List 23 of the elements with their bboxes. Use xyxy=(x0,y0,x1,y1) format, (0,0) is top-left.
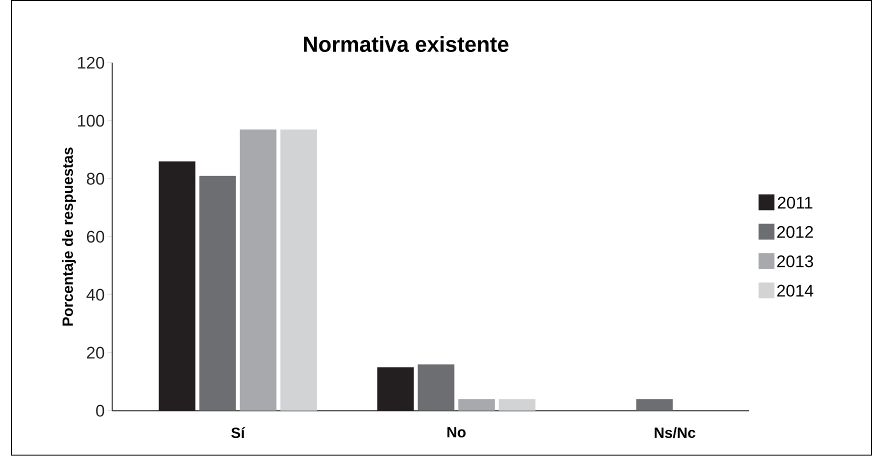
legend-label: 2013 xyxy=(777,256,814,268)
y-tick-label: 20 xyxy=(86,346,104,359)
y-tick-label: 120 xyxy=(78,56,104,69)
y-tick-label: 40 xyxy=(86,288,104,301)
y-tick-label: 80 xyxy=(86,172,104,185)
bar xyxy=(280,130,317,411)
chart-title: Normativa existente xyxy=(304,36,508,52)
x-tick-label: Sí xyxy=(231,427,246,438)
y-tick-label: 60 xyxy=(86,230,104,243)
legend-label: 2012 xyxy=(777,226,813,238)
bar xyxy=(636,399,673,411)
bar xyxy=(240,130,276,411)
y-tick-label: 0 xyxy=(96,404,104,417)
x-tick-label: No xyxy=(447,427,466,438)
legend-label: 2011 xyxy=(778,196,812,209)
y-tick-label: 100 xyxy=(78,114,104,127)
bar xyxy=(458,399,495,411)
bar xyxy=(498,399,536,411)
legend-label: 2014 xyxy=(777,284,814,297)
x-tick-label: Ns/Nc xyxy=(654,427,696,438)
bar xyxy=(199,176,236,411)
y-axis-title: Porcentaje de respuestas xyxy=(62,148,76,326)
bar xyxy=(418,364,454,411)
